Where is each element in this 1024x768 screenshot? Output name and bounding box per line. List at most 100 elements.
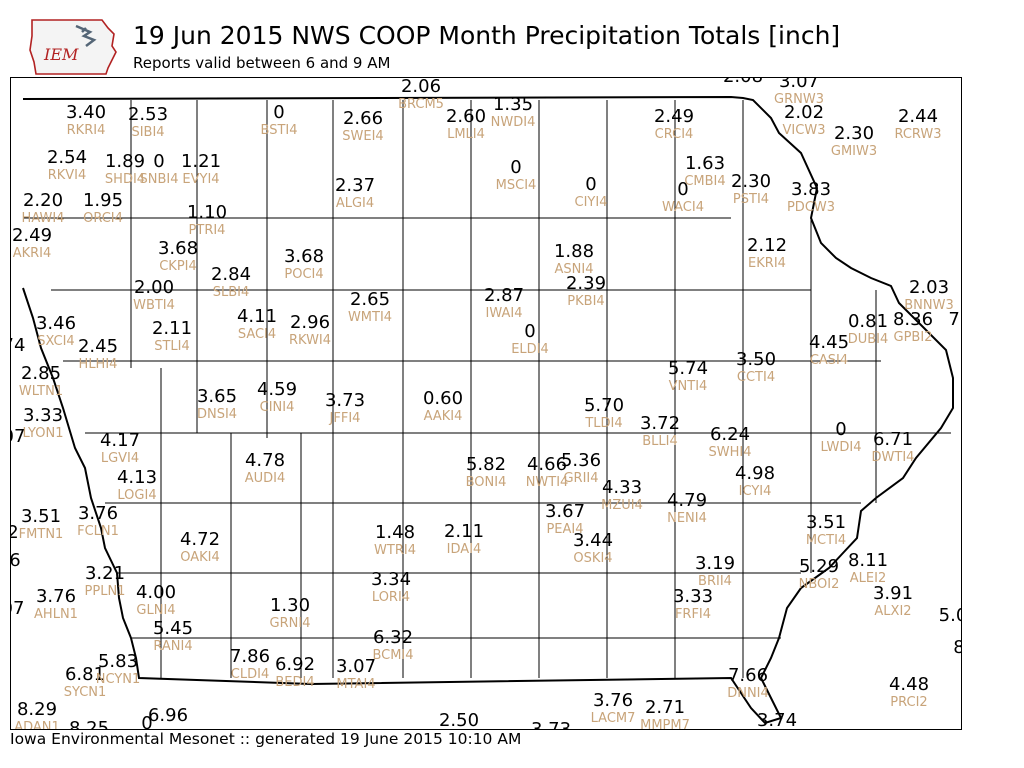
precip-value: 3.74 (756, 710, 798, 730)
station-label: 4.13 LOGI4 (116, 467, 158, 503)
precip-value: 2 (11, 524, 19, 542)
station-id: MSCI4 (495, 178, 537, 193)
iowa-outline-logo-shape (29, 19, 117, 75)
station-id: AHLN1 (34, 607, 78, 622)
precip-value: 4.66 (526, 454, 568, 475)
station-label: 5.29 NBOI2 (799, 558, 840, 592)
precip-value: 6.96 (147, 705, 189, 726)
station-id: RCRW3 (894, 127, 942, 142)
station-label: 3.68 POCI4 (284, 248, 324, 282)
station-id: WBTI4 (133, 298, 175, 313)
station-label: 3.34 LORI4 (371, 571, 411, 605)
station-id: FCLN1 (77, 524, 119, 539)
station-id: AAKI4 (423, 409, 463, 424)
precip-value: 4.59 (256, 379, 298, 400)
station-label: 4.33 MZUI4 (601, 479, 643, 513)
precip-value: 8.25 (68, 718, 110, 730)
station-id: GRII4 (563, 471, 599, 486)
station-label: 2.87 IWAI4 (484, 287, 524, 321)
station-label: 5.0 (938, 605, 961, 626)
precip-value: 5.0 (938, 605, 961, 626)
station-id: DNNI4 (727, 686, 769, 701)
station-id: OAKI4 (180, 550, 220, 565)
county-map (22, 95, 954, 725)
station-id: AKRI4 (12, 246, 52, 261)
precip-value: 0.60 (422, 388, 464, 409)
station-label: 7.86 CLDI4 (230, 648, 270, 682)
precip-value: 8.36 (892, 309, 934, 330)
station-label: 2.45 HLHI4 (77, 336, 119, 372)
station-id: LORI4 (371, 590, 411, 605)
station-id: BCMI4 (372, 648, 414, 663)
station-label: 4.11 SACI4 (236, 306, 278, 342)
station-label: 2.12 EKRI4 (746, 235, 788, 271)
precip-value: 2.08 (723, 78, 763, 86)
precip-value: 07 (11, 426, 26, 447)
precip-value: 2.30 (730, 171, 772, 192)
station-id: RKVI4 (47, 168, 87, 183)
precip-value: 2.30 (833, 123, 875, 144)
precip-value: 2.85 (20, 363, 62, 384)
station-label: 0 WACI4 (662, 181, 704, 215)
station-id: MZUI4 (601, 498, 643, 513)
station-id: TLDI4 (585, 416, 623, 431)
station-label: 2.11 STLI4 (152, 320, 192, 354)
station-id: PTRI4 (188, 223, 226, 238)
station-label: 2.85 WLTN1 (19, 363, 63, 399)
station-id: VNTI4 (668, 379, 708, 394)
station-id: BNNW3 (904, 298, 954, 313)
precip-value: 3.21 (84, 563, 126, 584)
precip-value: 3.72 (639, 413, 681, 434)
station-label: 6.96 (148, 707, 188, 725)
station-label: 1.35 NWDI4 (490, 96, 536, 130)
precip-value: 3.33 (672, 586, 714, 607)
precip-value: 2.03 (908, 277, 950, 298)
precip-value: 8.29 (16, 699, 58, 720)
precip-value: 0 (510, 157, 522, 178)
station-id: FRFI4 (674, 607, 712, 622)
station-id: BRCM5 (398, 97, 444, 112)
station-label: 2.37 ALGI4 (335, 177, 375, 211)
station-label: 1.89 SHDI4 (105, 153, 145, 187)
precip-value: 7.66 (727, 665, 769, 686)
iem-logo: IEM (29, 19, 117, 75)
station-label: 3.72 BLLI4 (639, 413, 681, 449)
precip-value: 2.12 (746, 235, 788, 256)
station-label: 6.71 DWTI4 (872, 431, 915, 465)
station-label: 3.76 FCLN1 (77, 505, 119, 539)
precip-value: 2.49 (11, 225, 53, 246)
station-label: 2.96 RKWI4 (288, 314, 332, 348)
precip-value: 5.83 (97, 651, 139, 672)
station-label: 2.53 SIBI4 (127, 104, 169, 140)
station-id: WMTI4 (347, 310, 393, 325)
precip-value: 07 (11, 598, 25, 619)
station-id: ORCI4 (83, 211, 123, 226)
station-label: 8.36 GPBI2 (892, 309, 934, 345)
station-id: RKWI4 (288, 333, 332, 348)
precip-value: 7. (948, 309, 961, 330)
precip-value: 4.13 (116, 467, 158, 488)
precip-value: 2.02 (783, 102, 825, 123)
station-label: 5.83 NCYN1 (95, 651, 141, 687)
precip-value: 2.45 (77, 336, 119, 357)
precip-value: 4.11 (236, 306, 278, 327)
precip-value: 3.51 (20, 506, 62, 527)
precip-value: 3.73 (530, 719, 572, 730)
precip-value: 2.11 (443, 521, 485, 542)
station-label: 4.59 CINI4 (256, 379, 298, 415)
station-id: LOGI4 (117, 488, 157, 503)
precip-value: 6.81 (64, 664, 106, 685)
precip-value: 1.10 (186, 202, 228, 223)
precip-value: 74 (11, 335, 26, 356)
station-label: 2.49 AKRI4 (11, 225, 53, 261)
precip-value: 5.36 (560, 450, 602, 471)
station-label: 6.81 SYCN1 (64, 664, 107, 700)
station-label: 3.67 PEAI4 (545, 503, 585, 537)
precip-value: 6.92 (274, 654, 316, 675)
station-id: NWDI4 (490, 115, 536, 130)
station-id: NCYN1 (95, 672, 141, 687)
station-id: WTRI4 (374, 543, 416, 558)
precip-value: 2.53 (127, 104, 169, 125)
station-id: BLLI4 (642, 434, 678, 449)
station-id: BONI4 (465, 475, 507, 490)
